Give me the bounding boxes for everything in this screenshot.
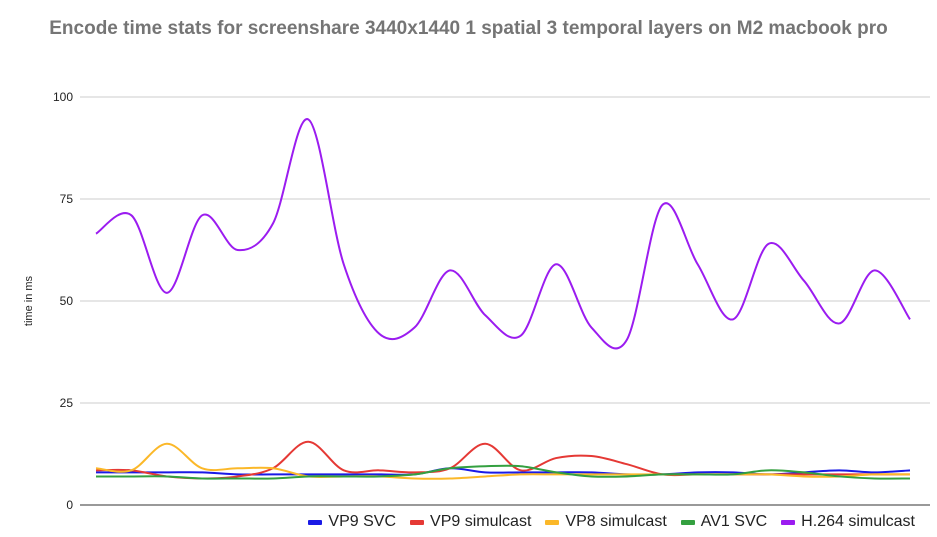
legend-label: AV1 SVC [700,513,768,530]
legend-label: VP9 simulcast [430,513,532,530]
y-tick-label: 100 [53,90,73,104]
legend-swatch [308,519,323,525]
series-line-vp8-simulcast [95,442,911,480]
y-tick-label: 50 [60,294,74,308]
legend-label: VP8 simulcast [565,513,667,530]
legend-swatch [410,519,425,525]
legend-item[interactable]: VP8 simulcast [545,513,667,531]
legend-item[interactable]: AV1 SVC [680,513,768,531]
legend-label: VP9 SVC [328,513,397,530]
y-tick-label: 0 [66,498,73,512]
legend-swatch [680,519,695,525]
legend-label: H.264 simulcast [801,513,915,530]
chart-title: Encode time stats for screenshare 3440x1… [49,18,888,39]
legend-item[interactable]: VP9 SVC [308,513,396,531]
legend: VP9 SVC VP9 simulcast VP8 simulcast AV1 SVC… [308,513,915,531]
y-tick-label: 75 [60,192,74,206]
legend-item[interactable]: VP9 simulcast [410,513,531,531]
y-axis-label: time in ms [23,275,35,326]
legend-swatch [545,519,560,525]
y-tick-label: 25 [60,396,74,410]
series-line-av1-svc [96,464,911,480]
series-line-h-264-simulcast [95,118,911,350]
legend-item[interactable]: H.264 simulcast [781,513,915,531]
legend-swatch [781,519,796,525]
